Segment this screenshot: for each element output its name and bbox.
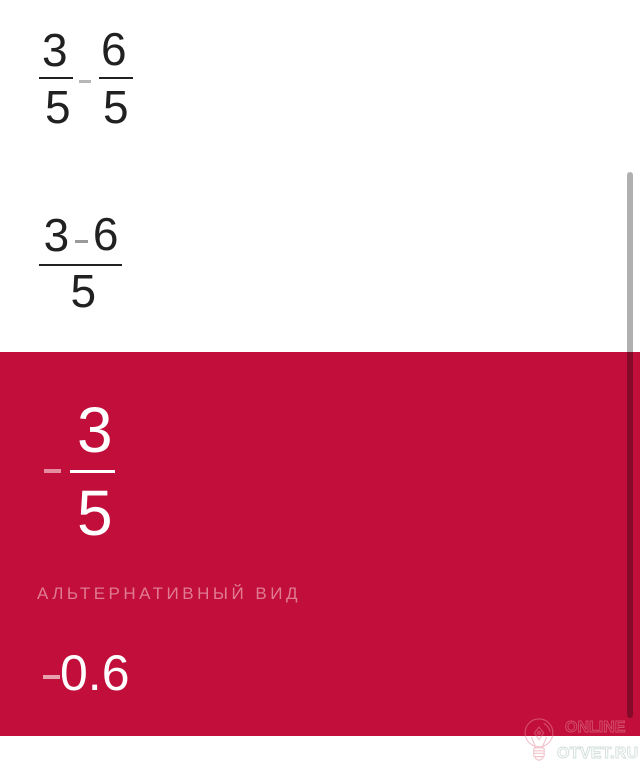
svg-text:OTVET.RU: OTVET.RU — [557, 745, 639, 762]
svg-text:ONLINE: ONLINE — [565, 719, 626, 736]
